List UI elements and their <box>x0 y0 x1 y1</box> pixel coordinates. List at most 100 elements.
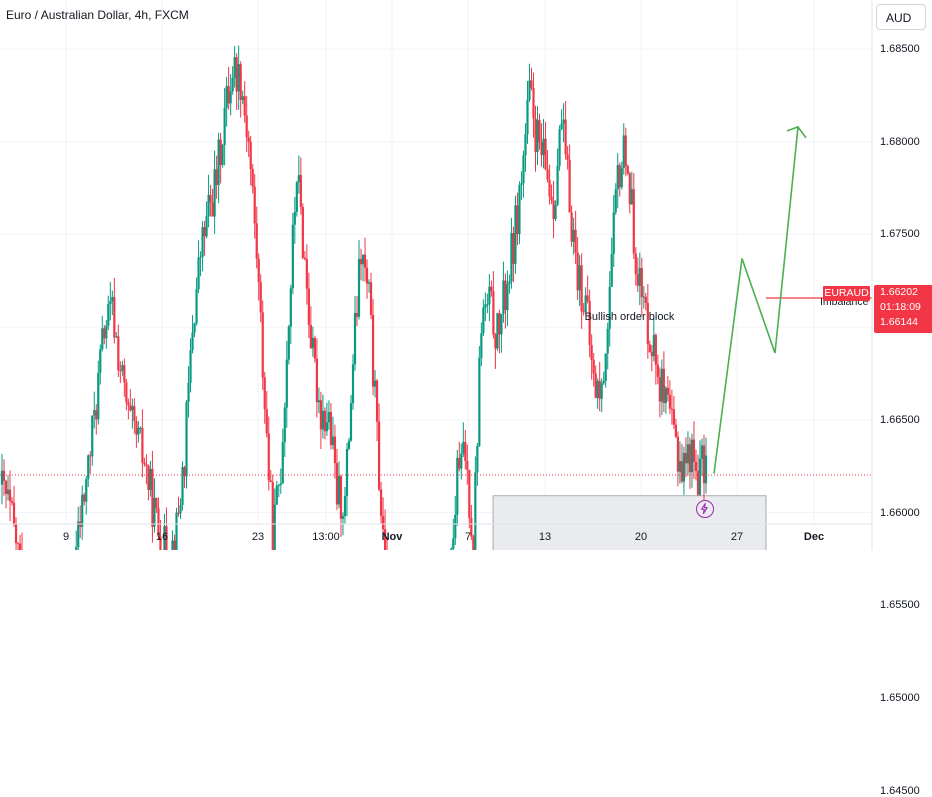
candle-body <box>656 364 659 378</box>
candle-body <box>175 512 178 550</box>
candle-body <box>680 461 684 482</box>
candle-body <box>381 516 385 530</box>
candle-body <box>16 543 20 545</box>
currency-button[interactable]: AUD <box>876 4 926 30</box>
candle-body <box>241 96 244 100</box>
candle-body <box>177 512 180 514</box>
candle-body <box>466 460 469 470</box>
candle-body <box>598 380 601 399</box>
candle-body <box>277 485 280 487</box>
candle-body <box>536 119 539 153</box>
candle-body <box>325 422 329 432</box>
candle-body <box>646 303 649 345</box>
candle-body <box>490 286 493 292</box>
candle-body <box>602 381 605 384</box>
candle-body <box>452 538 455 549</box>
candle-body <box>502 280 505 315</box>
candle-body <box>259 282 262 313</box>
price-chart[interactable] <box>0 0 932 550</box>
candle-body <box>556 165 559 206</box>
candle-body <box>157 507 160 537</box>
candle-body <box>514 205 517 264</box>
candle-body <box>111 297 114 302</box>
candle-body <box>217 139 220 186</box>
candle-body <box>337 476 341 505</box>
candle-body <box>576 252 579 291</box>
candle-body <box>345 448 349 497</box>
candle-body <box>375 380 379 422</box>
order-block-layer <box>492 495 767 550</box>
candle-body <box>700 445 704 459</box>
candle-body <box>121 365 124 371</box>
candle-body <box>696 470 700 495</box>
candle-body <box>209 194 212 203</box>
candle-body <box>10 500 14 503</box>
candle-body <box>478 358 481 446</box>
candle-body <box>211 202 214 217</box>
candle-body <box>109 301 112 305</box>
candle-body <box>582 311 585 313</box>
candle-body <box>522 155 525 184</box>
y-tick-label: 1.68000 <box>880 135 920 148</box>
y-tick-label: 1.64500 <box>880 784 920 797</box>
candle-body <box>642 296 645 298</box>
candle-body <box>255 223 258 259</box>
candle-body <box>650 352 653 357</box>
lightning-bolt-icon[interactable] <box>696 500 714 518</box>
candle-body <box>688 444 692 473</box>
candle-body <box>125 382 128 403</box>
candle-body <box>634 253 637 275</box>
candle-body <box>690 439 694 473</box>
candle-body <box>275 485 278 505</box>
candle-body <box>129 405 132 411</box>
candle-body <box>301 206 304 258</box>
candle-body <box>317 400 320 403</box>
projection-path <box>713 126 799 474</box>
candle-body <box>353 313 357 365</box>
candle-body <box>287 326 290 360</box>
candle-body <box>624 135 627 166</box>
candle-body <box>153 497 156 527</box>
candle-body <box>291 224 294 289</box>
candle-body <box>494 334 497 349</box>
candle-body <box>271 482 274 550</box>
candle-body <box>538 119 541 143</box>
order-block-label: Bullish order block <box>584 311 675 323</box>
candle-body <box>383 529 387 550</box>
candle-body <box>101 328 104 350</box>
candle-body <box>518 185 521 235</box>
candle-body <box>247 137 250 142</box>
candle-body <box>540 142 543 156</box>
candle-body <box>367 282 371 284</box>
order-block-zone <box>492 495 767 550</box>
candle-body <box>201 227 204 257</box>
candle-body <box>321 410 325 430</box>
y-tick-label: 1.68500 <box>880 43 920 55</box>
candle-body <box>544 138 547 170</box>
candle-body <box>173 540 176 550</box>
symbol-price-tag: EURAUD <box>823 286 870 301</box>
candle-body <box>249 141 252 169</box>
x-tick-label: 13:00 <box>312 531 340 543</box>
candle-body <box>684 452 688 464</box>
candle-body <box>600 383 603 399</box>
candle-body <box>293 212 296 225</box>
candle-body <box>694 461 698 471</box>
candle-body <box>482 307 485 334</box>
candle-body <box>355 313 359 317</box>
candle-body <box>137 427 140 435</box>
x-tick-label: Nov <box>381 531 403 543</box>
candle-body <box>191 332 194 351</box>
candle-body <box>520 183 523 186</box>
candle-body <box>584 295 587 313</box>
x-tick-label: 13 <box>538 531 552 543</box>
candle-body <box>472 536 475 550</box>
candle-body <box>123 365 126 383</box>
candle-body <box>528 80 531 100</box>
candle-body <box>560 123 563 130</box>
x-tick-label: 16 <box>155 531 169 543</box>
candle-body <box>363 254 367 268</box>
candle-body <box>97 372 100 420</box>
chart-title: Euro / Australian Dollar, 4h, FXCM <box>6 8 189 22</box>
candle-body <box>233 57 236 78</box>
